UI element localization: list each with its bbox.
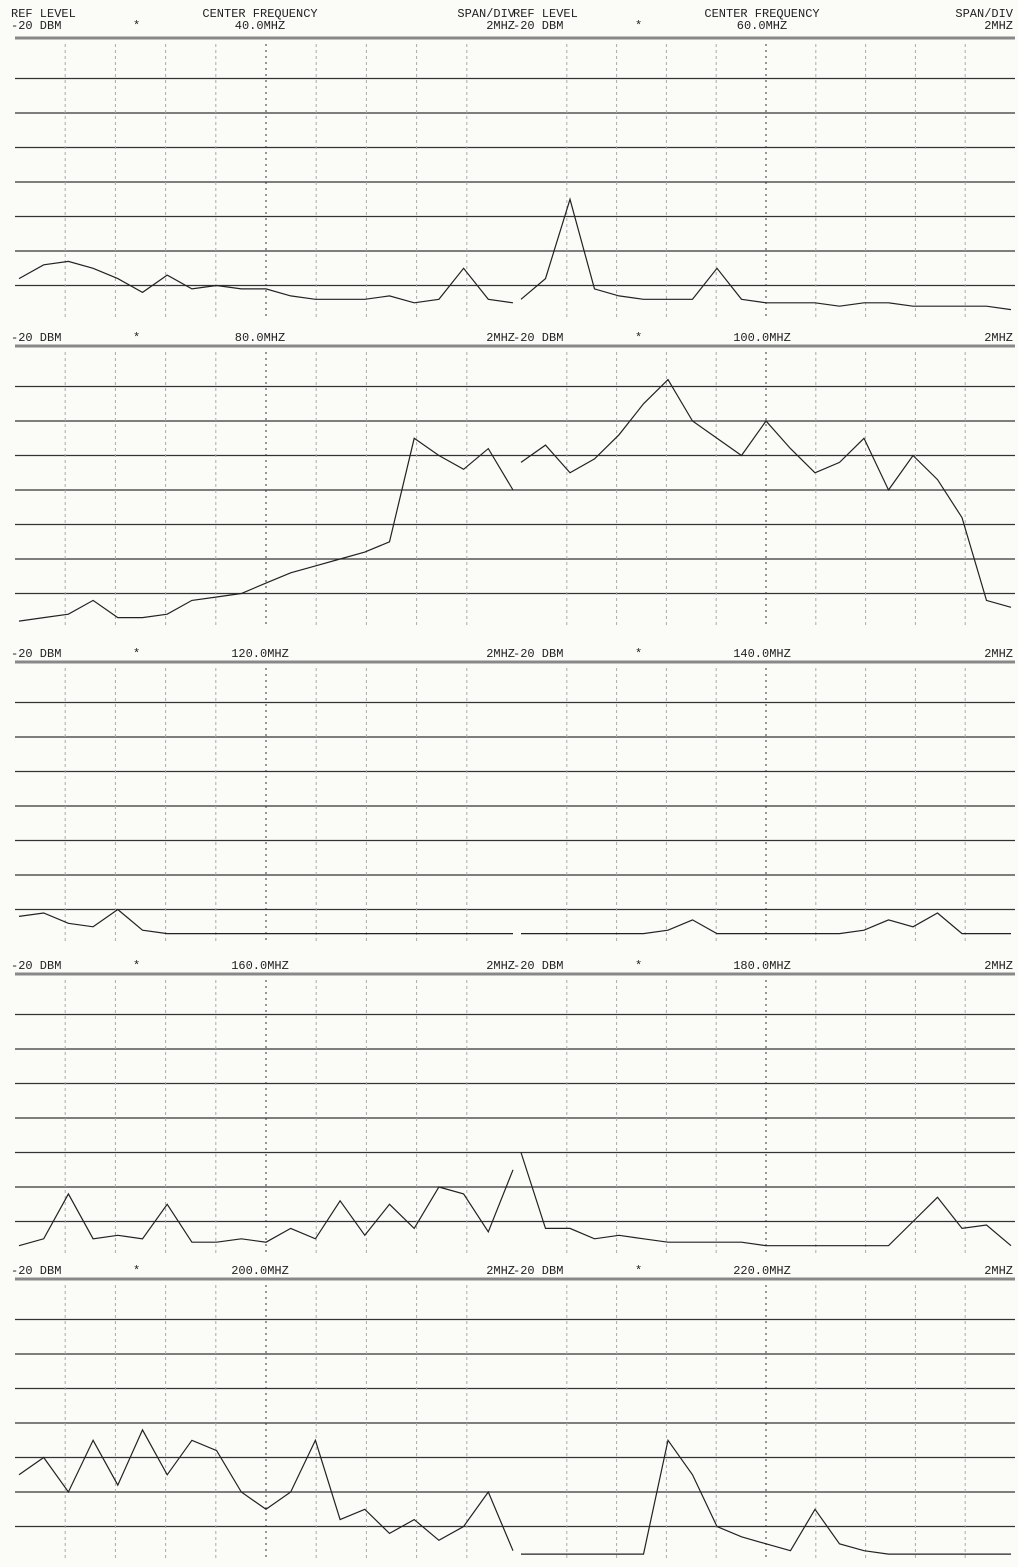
ref-level: -20 DBM	[11, 331, 61, 345]
marker: *	[133, 647, 140, 661]
center-frequency: 100.0MHZ	[733, 331, 791, 345]
ref-level: -20 DBM	[11, 647, 61, 661]
span-div: 2MHZ	[486, 331, 515, 345]
marker: *	[635, 1264, 642, 1278]
ref-level: -20 DBM	[513, 647, 563, 661]
ref-level: -20 DBM	[11, 959, 61, 973]
marker: *	[133, 1264, 140, 1278]
center-frequency: 160.0MHZ	[231, 959, 289, 973]
center-frequency: 40.0MHZ	[235, 19, 285, 33]
span-div: 2MHZ	[486, 19, 515, 33]
ref-level: -20 DBM	[513, 331, 563, 345]
span-div: 2MHZ	[486, 959, 515, 973]
center-frequency: 180.0MHZ	[733, 959, 791, 973]
spectrum-trace	[19, 1170, 513, 1246]
ref-level: -20 DBM	[513, 19, 563, 33]
marker: *	[133, 959, 140, 973]
span-div: 2MHZ	[984, 331, 1013, 345]
span-div: 2MHZ	[984, 959, 1013, 973]
ref-level: -20 DBM	[11, 19, 61, 33]
span-div: 2MHZ	[486, 647, 515, 661]
span-div: 2MHZ	[984, 19, 1013, 33]
marker: *	[635, 959, 642, 973]
center-frequency: 120.0MHZ	[231, 647, 289, 661]
marker: *	[635, 331, 642, 345]
marker: *	[133, 331, 140, 345]
page: REF LEVELCENTER FREQUENCYSPAN/DIV-20 DBM…	[0, 0, 1018, 1567]
marker: *	[635, 647, 642, 661]
spectrum-printout: REF LEVELCENTER FREQUENCYSPAN/DIV-20 DBM…	[0, 0, 1018, 1567]
ref-level: -20 DBM	[513, 959, 563, 973]
span-div: 2MHZ	[984, 1264, 1013, 1278]
span-div: 2MHZ	[486, 1264, 515, 1278]
ref-level: -20 DBM	[513, 1264, 563, 1278]
center-frequency: 220.0MHZ	[733, 1264, 791, 1278]
span-div: 2MHZ	[984, 647, 1013, 661]
marker: *	[635, 19, 642, 33]
marker: *	[133, 19, 140, 33]
ref-level: -20 DBM	[11, 1264, 61, 1278]
center-frequency: 80.0MHZ	[235, 331, 285, 345]
center-frequency: 200.0MHZ	[231, 1264, 289, 1278]
center-frequency: 60.0MHZ	[737, 19, 787, 33]
center-frequency: 140.0MHZ	[733, 647, 791, 661]
spectrum-trace	[521, 913, 1011, 934]
